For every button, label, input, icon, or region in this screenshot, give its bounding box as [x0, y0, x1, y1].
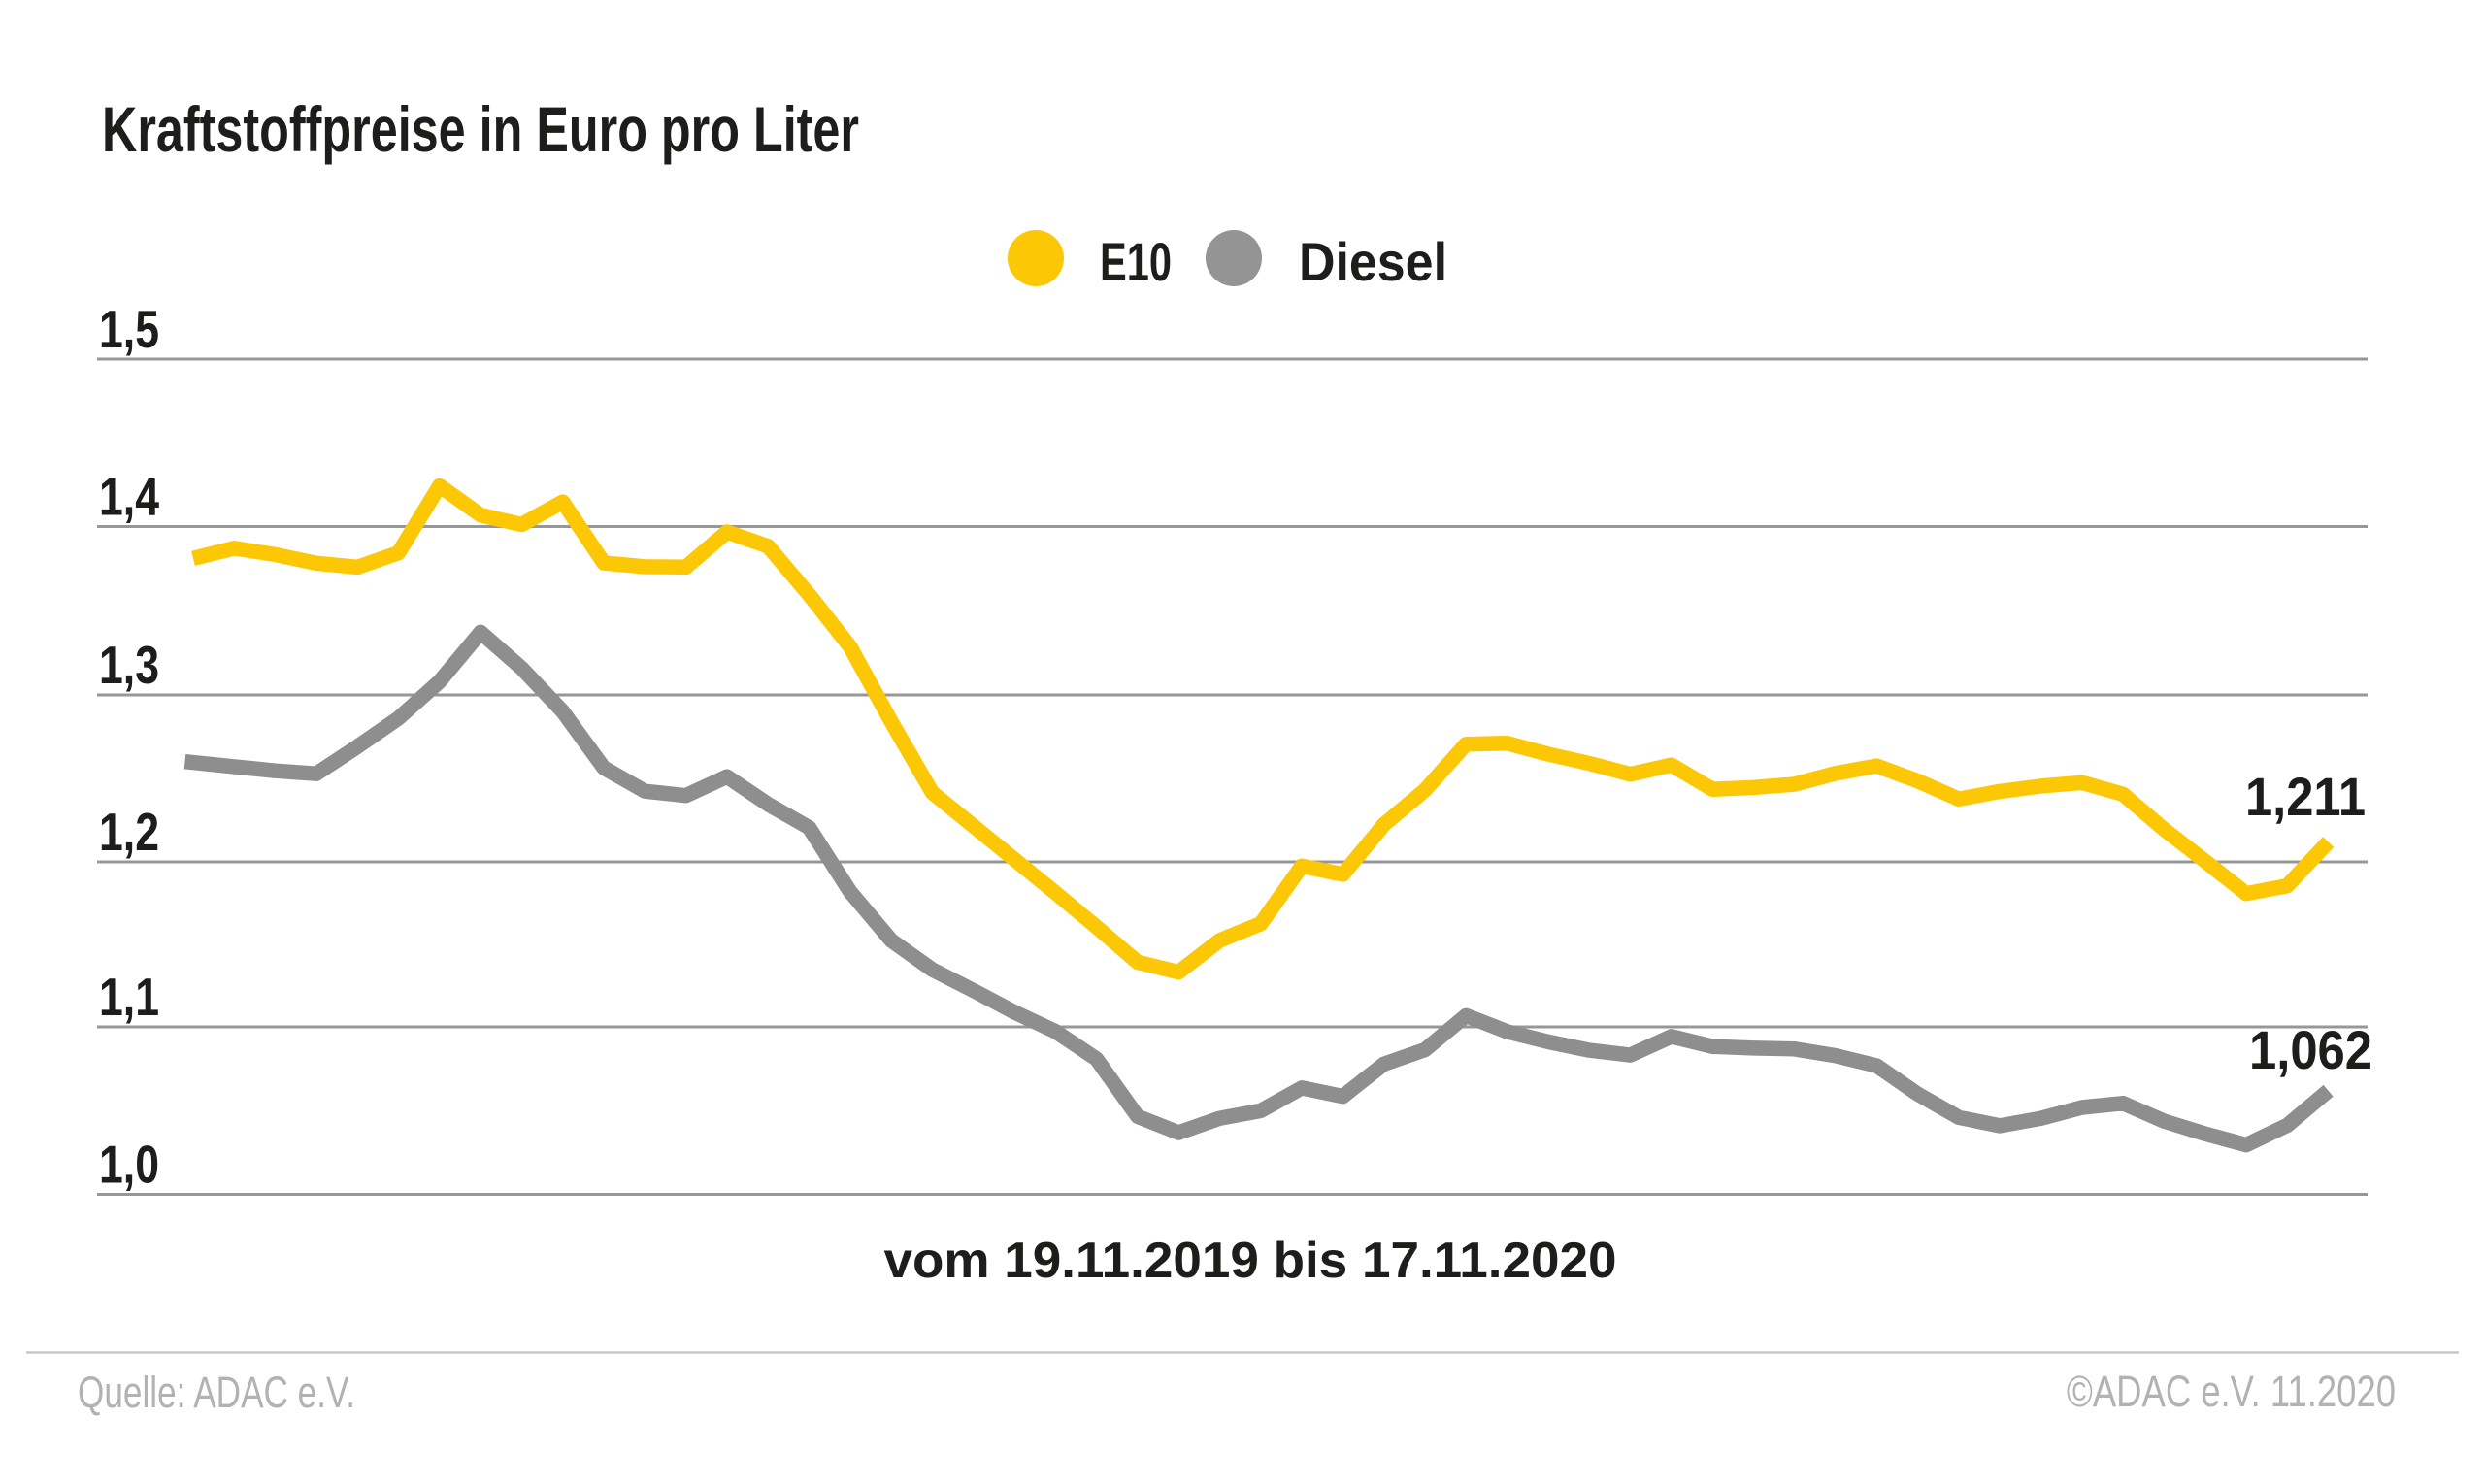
svg-text:1,062: 1,062	[2249, 1019, 2372, 1080]
svg-text:1,4: 1,4	[99, 467, 159, 527]
svg-text:1,2: 1,2	[99, 802, 159, 862]
svg-text:Diesel: Diesel	[1299, 231, 1447, 292]
svg-text:1,3: 1,3	[99, 635, 159, 695]
svg-text:Quelle: ADAC e.V.: Quelle: ADAC e.V.	[78, 1368, 355, 1417]
svg-text:vom 19.11.2019 bis 17.11.2020: vom 19.11.2019 bis 17.11.2020	[884, 1233, 1617, 1289]
svg-text:E10: E10	[1100, 231, 1172, 292]
svg-text:1,5: 1,5	[99, 299, 159, 359]
svg-text:1,1: 1,1	[99, 967, 159, 1027]
svg-text:1,0: 1,0	[99, 1135, 159, 1195]
svg-text:©ADAC e.V. 11.2020: ©ADAC e.V. 11.2020	[2067, 1367, 2396, 1416]
svg-text:1,211: 1,211	[2245, 766, 2366, 827]
svg-text:Kraftstoffpreise in Euro pro L: Kraftstoffpreise in Euro pro Liter	[102, 93, 859, 165]
